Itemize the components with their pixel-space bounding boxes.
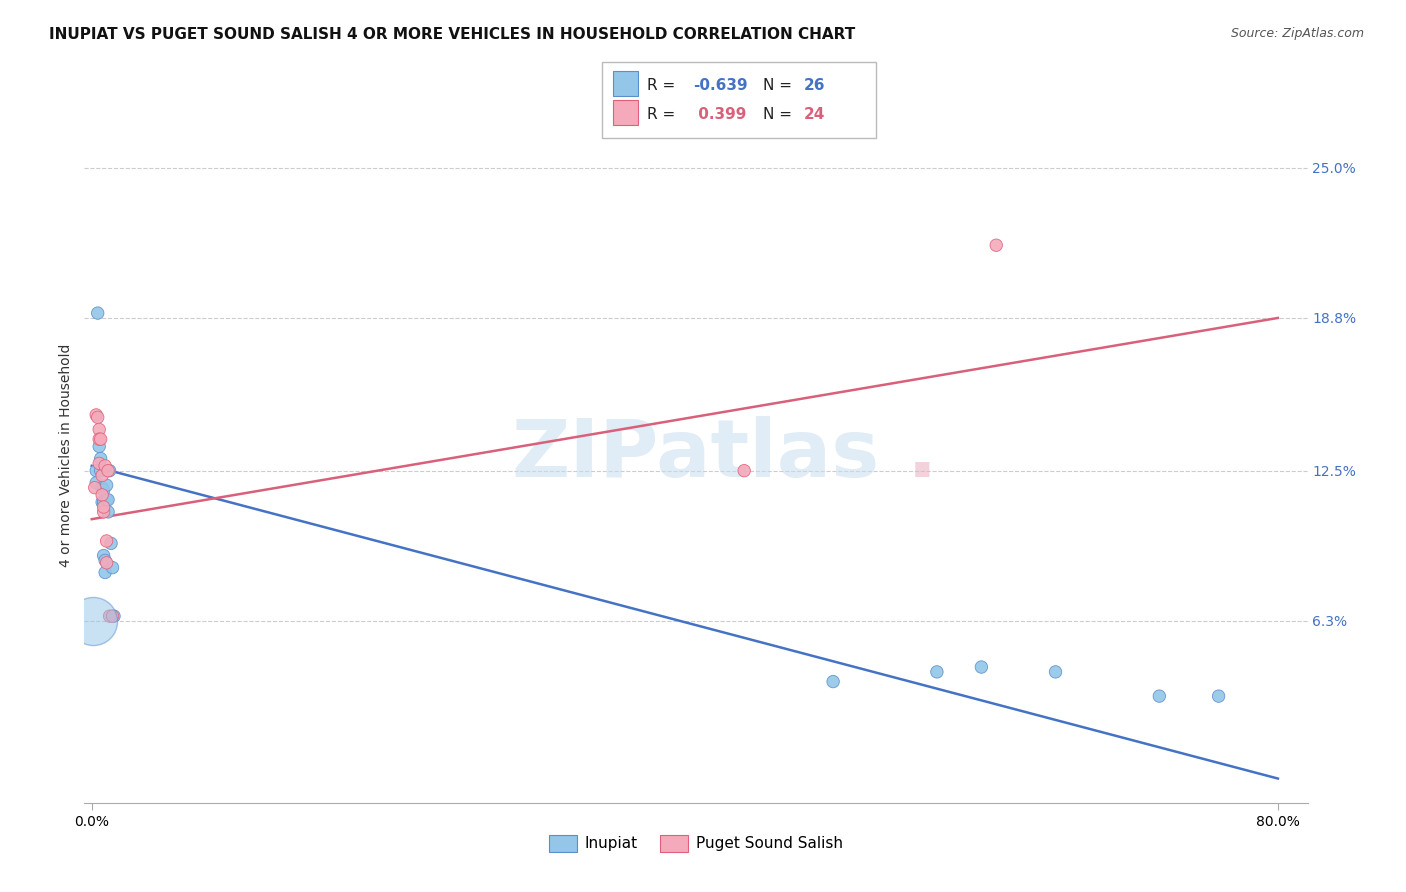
Point xyxy=(101,609,124,624)
Point xyxy=(1149,689,1171,703)
Point xyxy=(91,468,114,483)
Text: N =: N = xyxy=(763,78,797,94)
Point xyxy=(986,238,1008,252)
Legend: Inupiat, Puget Sound Salish: Inupiat, Puget Sound Salish xyxy=(543,829,849,858)
Point xyxy=(98,464,121,478)
Text: R =: R = xyxy=(647,107,681,122)
Point xyxy=(84,408,107,422)
Point xyxy=(96,533,118,548)
Y-axis label: 4 or more Vehicles in Household: 4 or more Vehicles in Household xyxy=(59,343,73,566)
Point xyxy=(97,464,120,478)
Text: INUPIAT VS PUGET SOUND SALISH 4 OR MORE VEHICLES IN HOUSEHOLD CORRELATION CHART: INUPIAT VS PUGET SOUND SALISH 4 OR MORE … xyxy=(49,27,855,42)
Point xyxy=(96,556,118,570)
Point xyxy=(90,451,112,466)
Point xyxy=(98,609,121,624)
Point xyxy=(823,674,845,689)
Text: .: . xyxy=(907,416,938,494)
Text: 0.399: 0.399 xyxy=(693,107,747,122)
Point xyxy=(97,492,120,507)
Text: ZIPatlas: ZIPatlas xyxy=(512,416,880,494)
Point xyxy=(97,505,120,519)
Text: 26: 26 xyxy=(804,78,825,94)
Point xyxy=(94,458,117,473)
Point xyxy=(86,306,108,320)
Point xyxy=(86,410,108,425)
Point xyxy=(970,660,993,674)
Point xyxy=(925,665,948,679)
Point xyxy=(91,481,114,495)
Point xyxy=(733,464,755,478)
Point xyxy=(96,478,118,492)
Point xyxy=(96,492,118,507)
Point xyxy=(1045,665,1067,679)
Point xyxy=(1208,689,1230,703)
Text: R =: R = xyxy=(647,78,681,94)
Point xyxy=(90,432,112,446)
Point xyxy=(89,432,111,446)
Point xyxy=(82,614,104,628)
Text: Source: ZipAtlas.com: Source: ZipAtlas.com xyxy=(1230,27,1364,40)
Point xyxy=(89,457,111,471)
Point xyxy=(89,422,111,436)
Point xyxy=(83,481,105,495)
Point xyxy=(93,500,115,514)
Point xyxy=(94,566,117,580)
Point xyxy=(91,495,114,509)
Point xyxy=(103,609,125,624)
Point xyxy=(93,505,115,519)
Point xyxy=(84,464,107,478)
Point xyxy=(90,464,112,478)
Point xyxy=(93,495,115,509)
Point xyxy=(94,553,117,567)
Point xyxy=(93,549,115,563)
Text: 24: 24 xyxy=(804,107,825,122)
Point xyxy=(84,475,107,490)
Point xyxy=(89,439,111,453)
Text: -0.639: -0.639 xyxy=(693,78,748,94)
Point xyxy=(91,488,114,502)
Point xyxy=(100,536,122,550)
Point xyxy=(101,560,124,574)
Text: N =: N = xyxy=(763,107,797,122)
Point xyxy=(93,483,115,497)
